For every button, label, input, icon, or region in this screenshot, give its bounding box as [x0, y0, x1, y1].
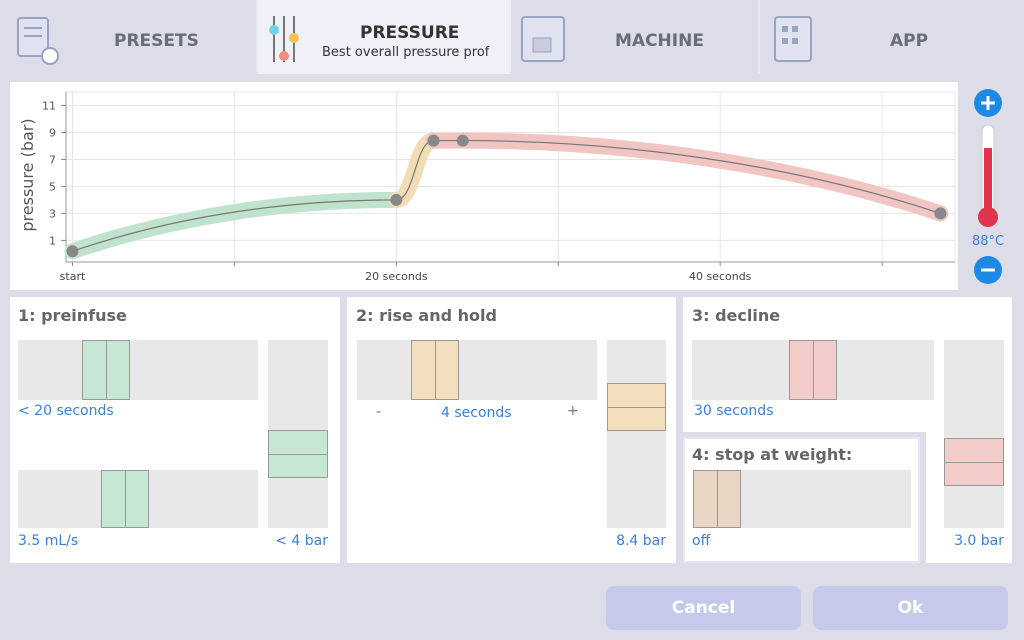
- pressure-value: 3.0 bar: [954, 533, 1004, 549]
- x-tick-label: start: [60, 270, 86, 283]
- y-tick-label: 7: [49, 153, 56, 166]
- presets-tab[interactable]: PRESETS: [0, 0, 258, 74]
- weight-value: off: [692, 533, 711, 549]
- profile-point: [66, 245, 79, 258]
- x-tick-label: 20 seconds: [365, 270, 428, 283]
- profile-point: [456, 134, 469, 147]
- panel-title: 1: preinfuse: [18, 306, 127, 325]
- tab-label: PRESSURE: [360, 23, 460, 43]
- x-tick-label: 40 seconds: [689, 270, 752, 283]
- slider-thumb[interactable]: [944, 438, 1004, 486]
- pressure-slider[interactable]: [268, 340, 328, 528]
- preinfuse-panel: 1: preinfuse < 20 seconds 3.5 mL/s < 4 b…: [10, 297, 340, 563]
- stop-panel: 4: stop at weight: off: [683, 437, 920, 563]
- tab-subtitle: Best overall pressure prof: [322, 45, 490, 60]
- rise-panel: 2: rise and hold - 4 seconds + 8.4 bar: [347, 297, 676, 563]
- cancel-button[interactable]: Cancel: [606, 586, 801, 630]
- app-tab[interactable]: APP: [760, 0, 1024, 74]
- pressure-value: < 4 bar: [275, 533, 328, 549]
- y-tick-label: 3: [49, 207, 56, 220]
- presets-icon: [17, 17, 59, 65]
- pressure-chart: pressure (bar) 88°C 1 3 5 7 9 11 start 20 secon…: [18, 89, 1004, 284]
- profile-point: [934, 207, 947, 220]
- panel-title: 3: decline: [692, 306, 781, 325]
- y-tick-label: 11: [42, 99, 56, 112]
- pressure-line: [72, 139, 941, 252]
- pressure-tab[interactable]: PRESSURE Best overall pressure prof: [258, 0, 511, 74]
- slider-thumb[interactable]: [789, 340, 837, 400]
- temperature: 88°C: [972, 234, 1004, 249]
- tab-label: PRESETS: [114, 31, 199, 51]
- app-icon: [774, 16, 812, 62]
- time-slider[interactable]: [692, 340, 934, 400]
- thermometer-bulb: [978, 207, 998, 227]
- thermometer-fill: [984, 148, 992, 218]
- slider-thumb[interactable]: [411, 340, 459, 400]
- pressure-value: 8.4 bar: [616, 533, 666, 549]
- time-value: < 20 seconds: [18, 403, 114, 419]
- y-axis-title: pressure (bar): [18, 118, 37, 231]
- slider-thumb[interactable]: [101, 470, 149, 528]
- time-slider[interactable]: [357, 340, 597, 400]
- y-tick-label: 9: [49, 126, 56, 139]
- slider-thumb[interactable]: [607, 383, 666, 431]
- sliders-icon: [269, 16, 299, 62]
- time-value: 4 seconds: [441, 405, 512, 421]
- time-slider[interactable]: [18, 340, 258, 400]
- plus-button[interactable]: +: [567, 403, 579, 419]
- machine-tab[interactable]: MACHINE: [511, 0, 760, 74]
- weight-slider[interactable]: [693, 470, 911, 528]
- decline-pressure-slider[interactable]: [944, 340, 1004, 528]
- y-tick-label: 5: [49, 180, 56, 193]
- minus-button[interactable]: -: [376, 404, 382, 420]
- ok-button[interactable]: Ok: [813, 586, 1008, 630]
- slider-thumb[interactable]: [693, 470, 741, 528]
- flow-value: 3.5 mL/s: [18, 533, 79, 549]
- flow-slider[interactable]: [18, 470, 258, 528]
- time-value: 30 seconds: [694, 403, 774, 419]
- profile-point: [427, 134, 440, 147]
- panel-title: 4: stop at weight:: [692, 445, 853, 464]
- profile-point: [390, 193, 403, 206]
- panel-title: 2: rise and hold: [356, 306, 497, 325]
- machine-icon: [521, 16, 565, 62]
- slider-thumb[interactable]: [268, 430, 328, 478]
- tab-label: APP: [890, 31, 929, 51]
- pressure-slider[interactable]: [607, 340, 666, 528]
- y-tick-label: 1: [49, 234, 56, 247]
- tab-label: MACHINE: [615, 31, 704, 51]
- slider-thumb[interactable]: [82, 340, 130, 400]
